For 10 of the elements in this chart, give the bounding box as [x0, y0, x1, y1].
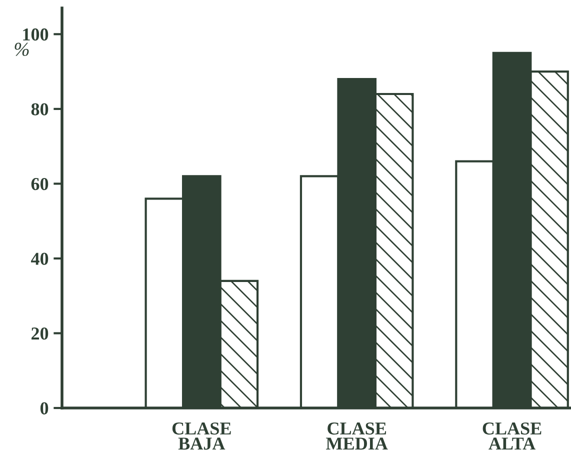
x-tick-label: CLASE ALTA [482, 422, 542, 450]
y-tick-label: 40 [31, 252, 48, 265]
x-tick-label: CLASE BAJA [172, 422, 231, 450]
y-tick-label: 0 [40, 402, 48, 414]
y-axis-title: % [14, 42, 29, 56]
x-tick-label: CLASE MEDIA [326, 422, 388, 450]
y-tick-label: 20 [32, 327, 48, 340]
y-tick-label: 60 [31, 178, 48, 190]
y-tick-label: 80 [31, 103, 48, 116]
y-tick-label: 100 [23, 28, 48, 41]
